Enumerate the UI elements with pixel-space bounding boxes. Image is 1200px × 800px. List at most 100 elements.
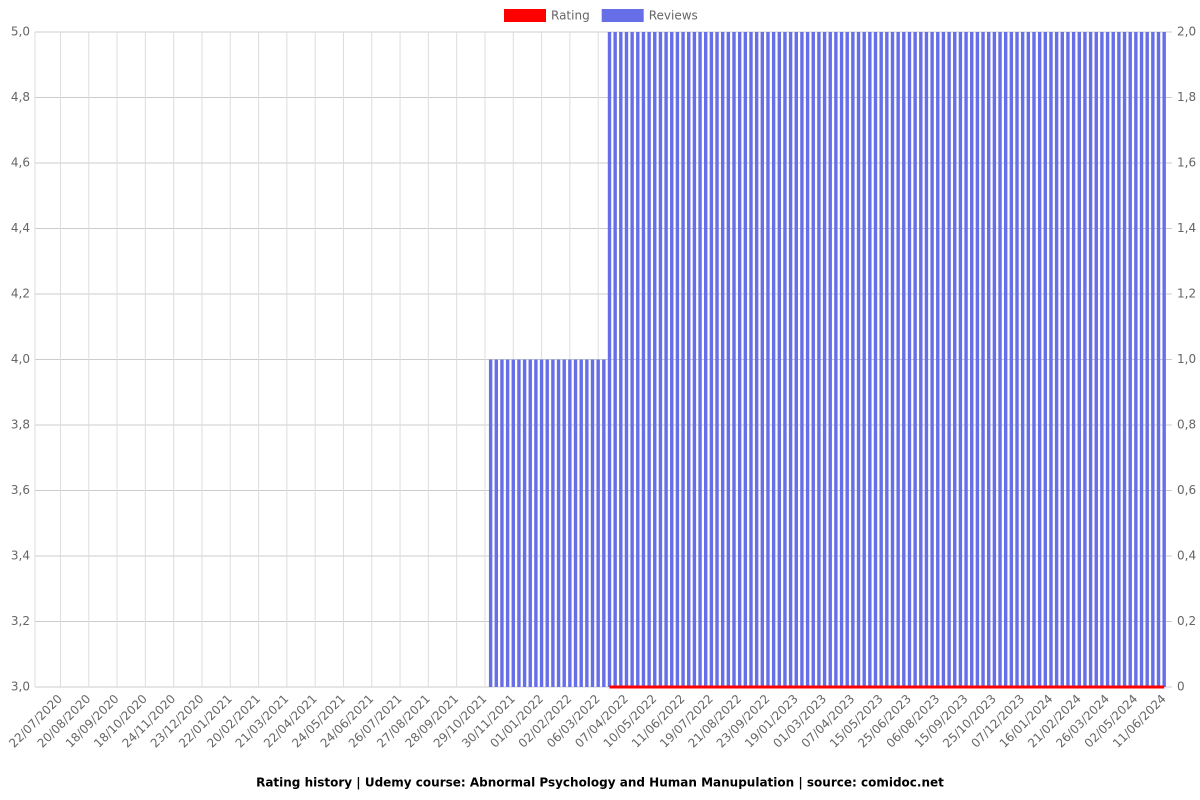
bar [1060,32,1064,687]
y2-tick-label: 1,8 [1177,90,1196,104]
legend-swatch [504,9,546,22]
bar [488,359,493,687]
bar [517,359,521,687]
bar [783,32,787,687]
bar [749,32,753,687]
y2-tick-label: 0,6 [1177,483,1196,497]
bar [1105,32,1110,687]
bar [805,32,810,687]
bar [1071,32,1076,687]
bar [788,32,793,687]
y-tick-label: 4,6 [11,156,30,170]
bar [704,32,708,687]
bar [919,32,923,687]
bar [1043,32,1048,687]
bar [1156,32,1161,687]
bar [653,32,657,687]
bar [856,32,861,687]
bar [1139,32,1144,687]
bar [970,32,974,687]
y-tick-label: 3,2 [11,614,30,628]
bar [902,32,906,687]
bar [579,359,583,687]
bar [992,32,997,687]
bar [658,32,663,687]
bar [1077,32,1081,687]
bar [687,32,691,687]
bar [1162,32,1166,687]
bar [1026,32,1031,687]
bar [873,32,878,687]
bar [817,32,821,687]
y-tick-label: 3,4 [11,549,30,563]
bar [981,32,985,687]
bar [737,32,742,687]
bar [896,32,900,687]
bar [913,32,917,687]
y-tick-label: 4,4 [11,221,30,235]
bar [987,32,991,687]
y2-tick-label: 1,0 [1177,352,1196,366]
bar [590,359,595,687]
bar [562,359,566,687]
bar [936,32,940,687]
bar [998,32,1002,687]
bar [1083,32,1087,687]
chart-title: Rating history | Udemy course: Abnormal … [256,776,944,790]
bar [1145,32,1149,687]
bar [754,32,759,687]
bar [585,359,589,687]
bar [602,359,606,687]
y2-tick-label: 1,6 [1177,156,1196,170]
bar [941,32,946,687]
bar [845,32,849,687]
bar [1054,32,1059,687]
bar [839,32,844,687]
bar [1015,32,1019,687]
y2-tick-label: 0,4 [1177,549,1196,563]
bar [771,32,776,687]
bar [947,32,951,687]
bar [975,32,980,687]
bar [1134,32,1138,687]
bar [613,32,617,687]
bar [811,32,815,687]
legend-label: Reviews [649,9,698,23]
bar [1122,32,1127,687]
y2-tick-label: 0,2 [1177,614,1196,628]
y-tick-label: 5,0 [11,25,30,39]
bar [726,32,731,687]
bar [1111,32,1115,687]
bar [715,32,719,687]
bar [964,32,968,687]
bar [630,32,634,687]
bar [539,359,544,687]
y2-tick-label: 2,0 [1177,25,1196,39]
bar [534,359,538,687]
y-tick-label: 4,8 [11,90,30,104]
bar [522,359,527,687]
bar [500,359,504,687]
bar [743,32,748,687]
bar [692,32,697,687]
bar [1009,32,1014,687]
bar [647,32,651,687]
bar [675,32,680,687]
bar [528,359,532,687]
bar [1049,32,1053,687]
bar [1066,32,1070,687]
bar [1032,32,1036,687]
bar [1003,32,1008,687]
bar [890,32,895,687]
bar [494,359,498,687]
y2-tick-label: 0 [1177,680,1185,694]
bar [794,32,798,687]
y-tick-label: 3,8 [11,418,30,432]
bar [556,359,561,687]
bar [596,359,600,687]
y-tick-label: 4,2 [11,287,30,301]
bar [670,32,674,687]
grid [34,31,1167,688]
bar [958,32,963,687]
